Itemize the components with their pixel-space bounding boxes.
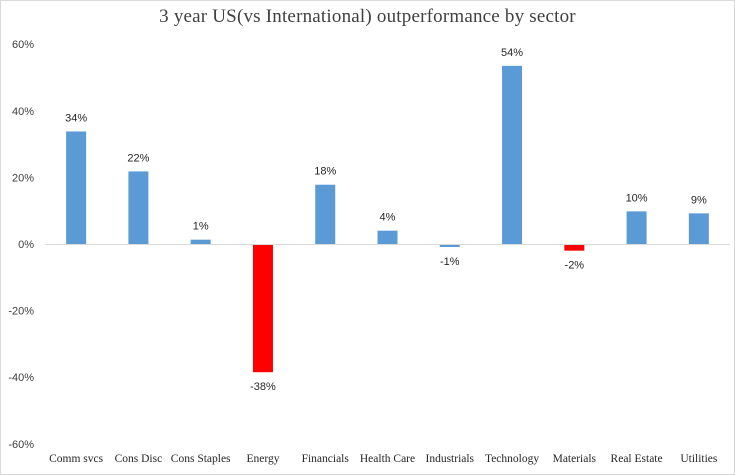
bar	[564, 244, 585, 251]
data-label: -1%	[440, 256, 460, 268]
y-tick-label: 60%	[12, 39, 34, 51]
x-axis-ticks: Comm svcs Cons Disc Cons Staples Energy Fina…	[49, 453, 718, 465]
x-tick-label: Cons Staples	[171, 453, 231, 465]
x-tick-label: Utilities	[680, 453, 718, 465]
bar	[439, 244, 460, 247]
x-tick-label: Comm svcs	[49, 453, 104, 465]
y-axis-ticks: 60% 40% 20% 0% -20% -40% -60%	[8, 39, 34, 451]
bars	[66, 65, 709, 373]
y-tick-label: 40%	[12, 106, 34, 118]
bar	[626, 211, 647, 244]
y-tick-label: -20%	[8, 306, 34, 318]
data-label: -38%	[250, 381, 276, 393]
x-tick-label: Financials	[302, 453, 350, 465]
data-labels: 34% 22% 1% -38% 18% 4% -1% 54% -2% 10% 9%	[65, 47, 707, 393]
data-label: 10%	[626, 192, 648, 204]
data-label: 1%	[193, 221, 209, 233]
data-label: 22%	[127, 152, 149, 164]
data-label: 54%	[501, 47, 523, 59]
y-tick-label: -40%	[8, 372, 34, 384]
bar	[688, 213, 709, 244]
x-tick-label: Health Care	[360, 453, 415, 465]
x-tick-label: Cons Disc	[115, 453, 163, 465]
data-label: 34%	[65, 112, 87, 124]
x-tick-label: Energy	[246, 453, 279, 465]
y-tick-label: -60%	[8, 439, 34, 451]
y-tick-label: 0%	[18, 239, 34, 251]
bar	[377, 230, 398, 244]
data-label: 9%	[691, 194, 707, 206]
data-label: 18%	[314, 166, 336, 178]
bar	[502, 65, 523, 244]
data-label: -2%	[565, 260, 585, 272]
x-tick-label: Industrials	[425, 453, 474, 465]
bar	[66, 131, 87, 244]
bar	[315, 184, 336, 244]
bar	[252, 244, 273, 373]
bar	[128, 171, 149, 244]
bar	[190, 239, 211, 244]
data-label: 4%	[380, 212, 396, 224]
x-tick-label: Real Estate	[611, 453, 663, 465]
y-tick-label: 20%	[12, 172, 34, 184]
x-tick-label: Materials	[553, 453, 597, 465]
x-tick-label: Technology	[485, 453, 539, 465]
chart-title: 3 year US(vs International) outperforman…	[159, 6, 576, 27]
